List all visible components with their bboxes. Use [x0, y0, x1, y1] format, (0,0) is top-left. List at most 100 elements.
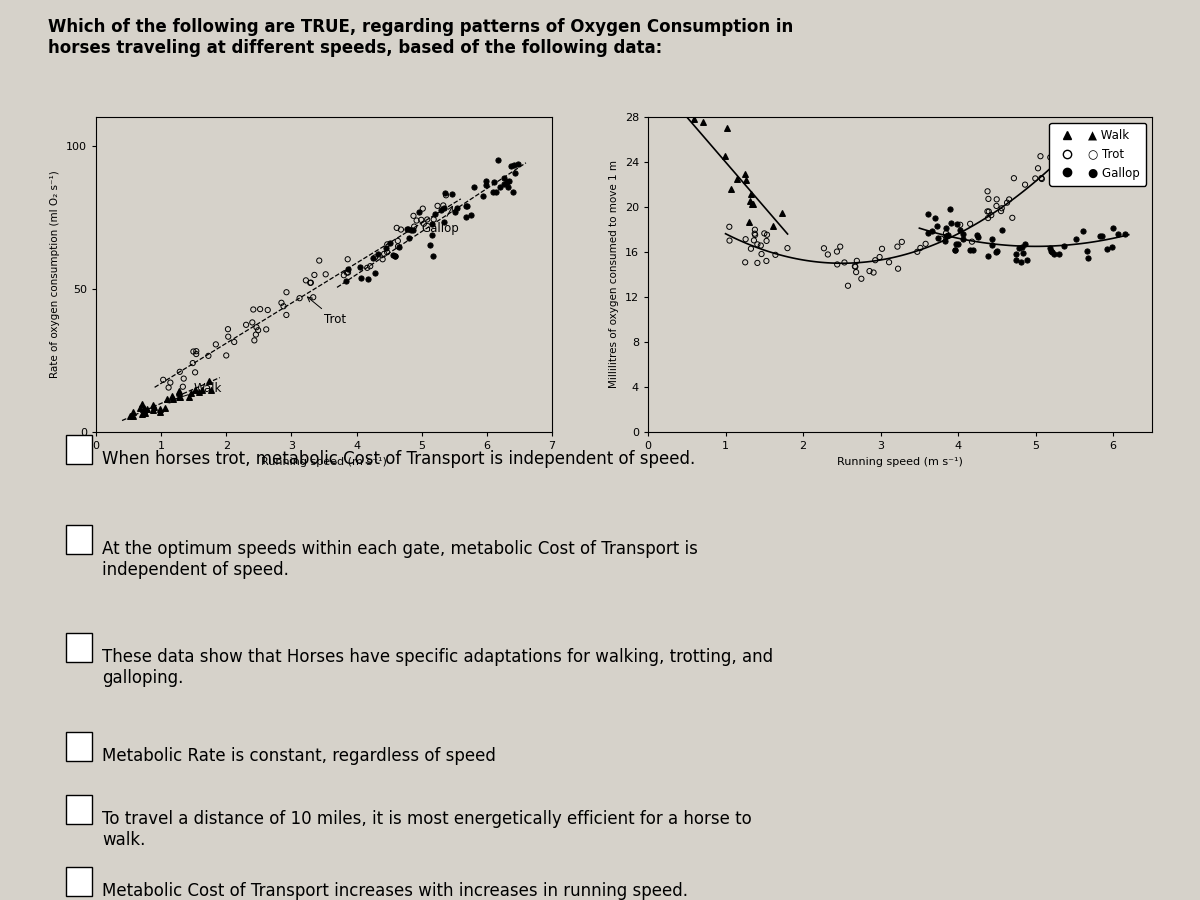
Point: [158, 381, 178, 395]
Point: [310, 254, 329, 268]
Point: [412, 212, 431, 227]
Point: [186, 382, 205, 397]
Point: [407, 213, 426, 228]
Point: [1015, 237, 1034, 251]
Point: [218, 329, 238, 344]
Point: [424, 249, 443, 264]
Point: [937, 220, 956, 235]
Point: [682, 105, 701, 120]
Point: [199, 374, 218, 388]
Point: [1050, 247, 1069, 261]
Point: [979, 204, 998, 219]
Point: [151, 401, 170, 416]
Point: [1109, 227, 1128, 241]
Point: [918, 226, 937, 240]
Point: [757, 254, 776, 268]
Point: [338, 262, 358, 276]
Point: [1013, 240, 1032, 255]
Point: [964, 243, 983, 257]
Y-axis label: Millilitres of oxygen consumed to move 1 m: Millilitres of oxygen consumed to move 1…: [610, 160, 619, 389]
Point: [402, 222, 421, 237]
Point: [745, 227, 764, 241]
Point: [132, 397, 151, 411]
Point: [391, 222, 410, 237]
Point: [338, 266, 358, 280]
Point: [186, 365, 205, 380]
Point: [982, 208, 1001, 222]
Point: [502, 158, 521, 173]
Point: [967, 228, 986, 242]
Text: These data show that Horses have specific adaptations for walking, trotting, and: These data show that Horses have specifi…: [102, 648, 773, 687]
Point: [1062, 158, 1081, 172]
Point: [728, 172, 748, 186]
Point: [437, 188, 456, 202]
Point: [1032, 171, 1051, 185]
Point: [997, 195, 1016, 210]
Point: [752, 247, 772, 261]
Point: [888, 239, 907, 254]
Point: [170, 384, 190, 399]
Point: [950, 218, 970, 232]
Point: [815, 241, 834, 256]
Point: [715, 148, 734, 163]
Point: [880, 255, 899, 269]
Point: [316, 267, 335, 282]
Point: [335, 268, 354, 283]
Point: [745, 222, 764, 237]
Point: [763, 219, 782, 233]
Point: [684, 112, 703, 126]
Point: [982, 231, 1001, 246]
Point: [992, 201, 1012, 215]
Point: [720, 220, 739, 234]
Point: [488, 153, 508, 167]
Point: [448, 201, 467, 215]
Point: [962, 235, 982, 249]
Point: [818, 248, 838, 262]
Point: [744, 197, 763, 211]
Point: [988, 192, 1007, 206]
Point: [888, 262, 907, 276]
Point: [1093, 229, 1112, 243]
Point: [680, 98, 700, 112]
Point: [365, 266, 384, 281]
Point: [748, 237, 767, 251]
Point: [398, 222, 418, 237]
Point: [290, 291, 310, 305]
Point: [277, 308, 296, 322]
Point: [436, 185, 455, 200]
Point: [830, 239, 850, 254]
Point: [350, 259, 370, 274]
Point: [245, 333, 264, 347]
Point: [1007, 247, 1026, 261]
Point: [835, 256, 854, 270]
Point: [163, 392, 182, 407]
Point: [498, 179, 517, 194]
Point: [144, 402, 163, 417]
Point: [403, 222, 422, 237]
Point: [131, 400, 150, 415]
Point: [960, 217, 979, 231]
Point: [1018, 253, 1037, 267]
Point: [983, 238, 1002, 252]
Point: [1009, 240, 1028, 255]
Point: [364, 251, 383, 266]
Point: [486, 184, 505, 199]
Point: [1048, 176, 1067, 191]
Point: [864, 266, 883, 280]
Point: [992, 223, 1012, 238]
Point: [772, 206, 791, 220]
Point: [122, 405, 142, 419]
Point: [737, 173, 756, 187]
Point: [368, 247, 388, 261]
Point: [742, 197, 761, 211]
Point: [925, 211, 944, 225]
Point: [508, 157, 527, 171]
Text: To travel a distance of 10 miles, it is most energetically efficient for a horse: To travel a distance of 10 miles, it is …: [102, 810, 751, 849]
Point: [389, 239, 408, 254]
Point: [1067, 232, 1086, 247]
Point: [352, 271, 371, 285]
Point: [916, 237, 935, 251]
Point: [744, 233, 763, 248]
Point: [740, 194, 760, 208]
Point: [385, 248, 404, 263]
